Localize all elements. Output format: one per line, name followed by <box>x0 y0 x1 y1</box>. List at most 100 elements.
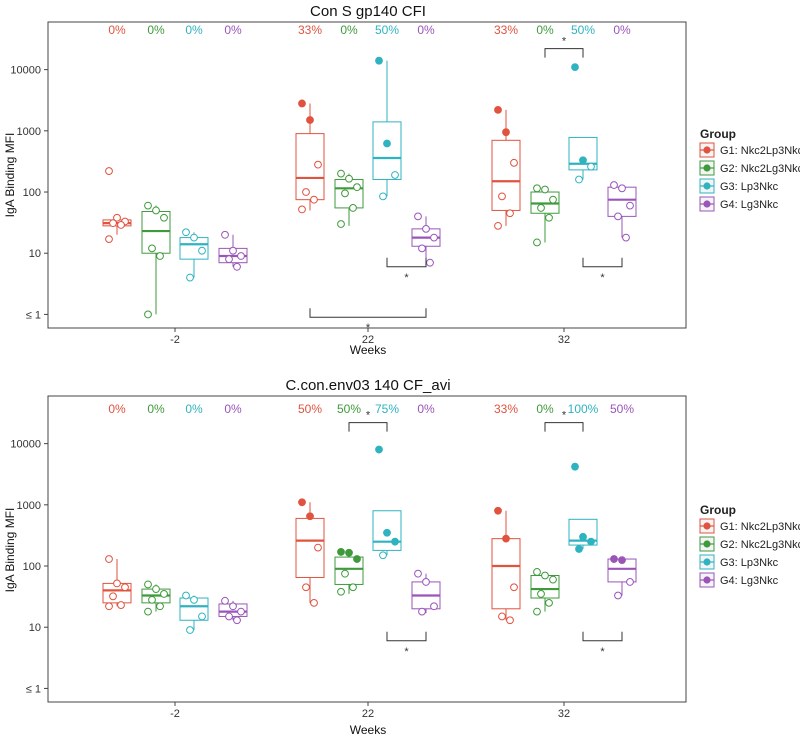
data-point-open <box>229 246 237 255</box>
data-point-open <box>541 185 549 194</box>
data-point-filled <box>575 545 583 553</box>
data-point-open <box>152 206 160 215</box>
percent-label: 0% <box>185 402 203 416</box>
percent-label: 50% <box>571 23 595 37</box>
data-point-open <box>233 616 241 625</box>
percent-labels: 0% 33% 33% 0% 0% 0% 0% 50% 50% 0% 0% 0% <box>108 23 631 37</box>
x-tick-label: 22 <box>362 708 374 720</box>
chart-panel-2: C.con.env03 140 CF_avi Weeks IgA Binding… <box>3 377 800 737</box>
y-tick-label: 10 <box>29 248 41 260</box>
significance-label: * <box>600 646 605 658</box>
data-point-filled <box>587 537 595 546</box>
bracket-line <box>582 257 623 268</box>
data-point-open <box>549 575 557 584</box>
data-point-filled <box>383 139 391 148</box>
legend-key-dot <box>703 558 711 566</box>
x-tick-label: 22 <box>362 334 374 346</box>
legend-key-dot <box>703 182 711 190</box>
bracket-line <box>386 631 427 642</box>
data-point-open <box>148 595 156 604</box>
legend-key-dot <box>703 540 711 548</box>
data-point-open <box>426 258 434 267</box>
box-plot <box>530 568 560 616</box>
data-point-open <box>341 569 349 578</box>
data-point-filled <box>610 555 618 563</box>
data-point-open <box>430 602 438 611</box>
data-point-open <box>237 252 245 260</box>
data-point-open <box>314 160 322 169</box>
legend-item: G4: Lg3Nkc <box>699 572 779 588</box>
legend-item: G1: Nkc2Lp3Nkc <box>699 518 800 534</box>
legend-item: G1: Nkc2Lp3Nkc <box>699 142 800 158</box>
significance-brackets: * * * * <box>309 36 623 334</box>
y-tick-label: 1000 <box>17 126 41 138</box>
box-plot <box>141 580 171 616</box>
percent-label: 33% <box>494 23 518 37</box>
data-point-filled <box>375 445 383 454</box>
data-point-open <box>498 612 506 621</box>
data-point-filled <box>306 512 314 521</box>
bracket-line <box>544 422 584 432</box>
data-point-open <box>144 580 152 589</box>
significance-brackets: * * * * <box>348 410 623 658</box>
legend-key-dot <box>703 164 711 172</box>
data-point-filled <box>383 528 391 537</box>
box-plot <box>141 201 171 319</box>
box-body <box>491 139 521 211</box>
significance-bracket: * <box>582 257 623 284</box>
percent-label: 0% <box>224 402 242 416</box>
data-point-open <box>379 192 387 201</box>
box-plot <box>491 506 521 625</box>
data-point-open <box>418 244 426 253</box>
y-tick-label: 100 <box>23 187 41 199</box>
chart-panel-1: Con S gp140 CFI Weeks IgA Binding MFI ≤ … <box>3 3 800 357</box>
significance-bracket: * <box>386 257 427 284</box>
legend-key-dot <box>703 200 711 208</box>
box-plot <box>179 228 209 282</box>
data-point-filled <box>298 498 306 507</box>
data-point-open <box>614 591 622 600</box>
chart-title: C.con.env03 140 CF_avi <box>285 377 450 394</box>
percent-label: 50% <box>375 23 399 37</box>
data-point-filled <box>337 548 345 556</box>
data-point-open <box>225 255 233 264</box>
y-axis-ticks: ≤ 1 10 100 1000 10000 <box>10 439 48 695</box>
data-point-open <box>614 212 622 221</box>
box-plot <box>295 498 325 607</box>
data-point-open <box>575 175 583 184</box>
data-point-open <box>117 221 125 229</box>
data-point-open <box>182 228 190 237</box>
box-plot <box>568 462 598 553</box>
x-axis-ticks: -2 22 32 <box>170 328 570 346</box>
data-point-open <box>494 221 502 230</box>
data-point-open <box>190 233 198 242</box>
data-point-open <box>533 568 541 576</box>
legend-label: G2: Nkc2Lg3Nkc <box>720 539 800 551</box>
chart-title: Con S gp140 CFI <box>310 3 426 20</box>
data-point-open <box>510 583 518 592</box>
percent-label: 0% <box>108 402 126 416</box>
data-point-open <box>105 602 113 611</box>
data-point-open <box>587 162 595 171</box>
data-point-open <box>117 601 125 609</box>
data-point-open <box>113 579 121 588</box>
box-body <box>372 121 402 181</box>
data-point-open <box>160 590 168 598</box>
box-plots <box>102 445 637 634</box>
percent-label: 0% <box>417 23 435 37</box>
bracket-line <box>582 631 623 642</box>
significance-bracket: * <box>386 631 427 658</box>
data-point-open <box>144 310 152 319</box>
box-body <box>372 510 402 551</box>
box-plot <box>530 184 560 247</box>
box-plot <box>372 56 402 201</box>
data-point-open <box>506 209 514 218</box>
legend-title: Group <box>700 503 736 517</box>
y-tick-label: 10000 <box>10 65 41 77</box>
significance-label: * <box>562 410 567 422</box>
data-point-open <box>237 607 245 616</box>
percent-label: 0% <box>108 23 126 37</box>
plot-border <box>47 395 687 703</box>
data-point-filled <box>298 99 306 108</box>
